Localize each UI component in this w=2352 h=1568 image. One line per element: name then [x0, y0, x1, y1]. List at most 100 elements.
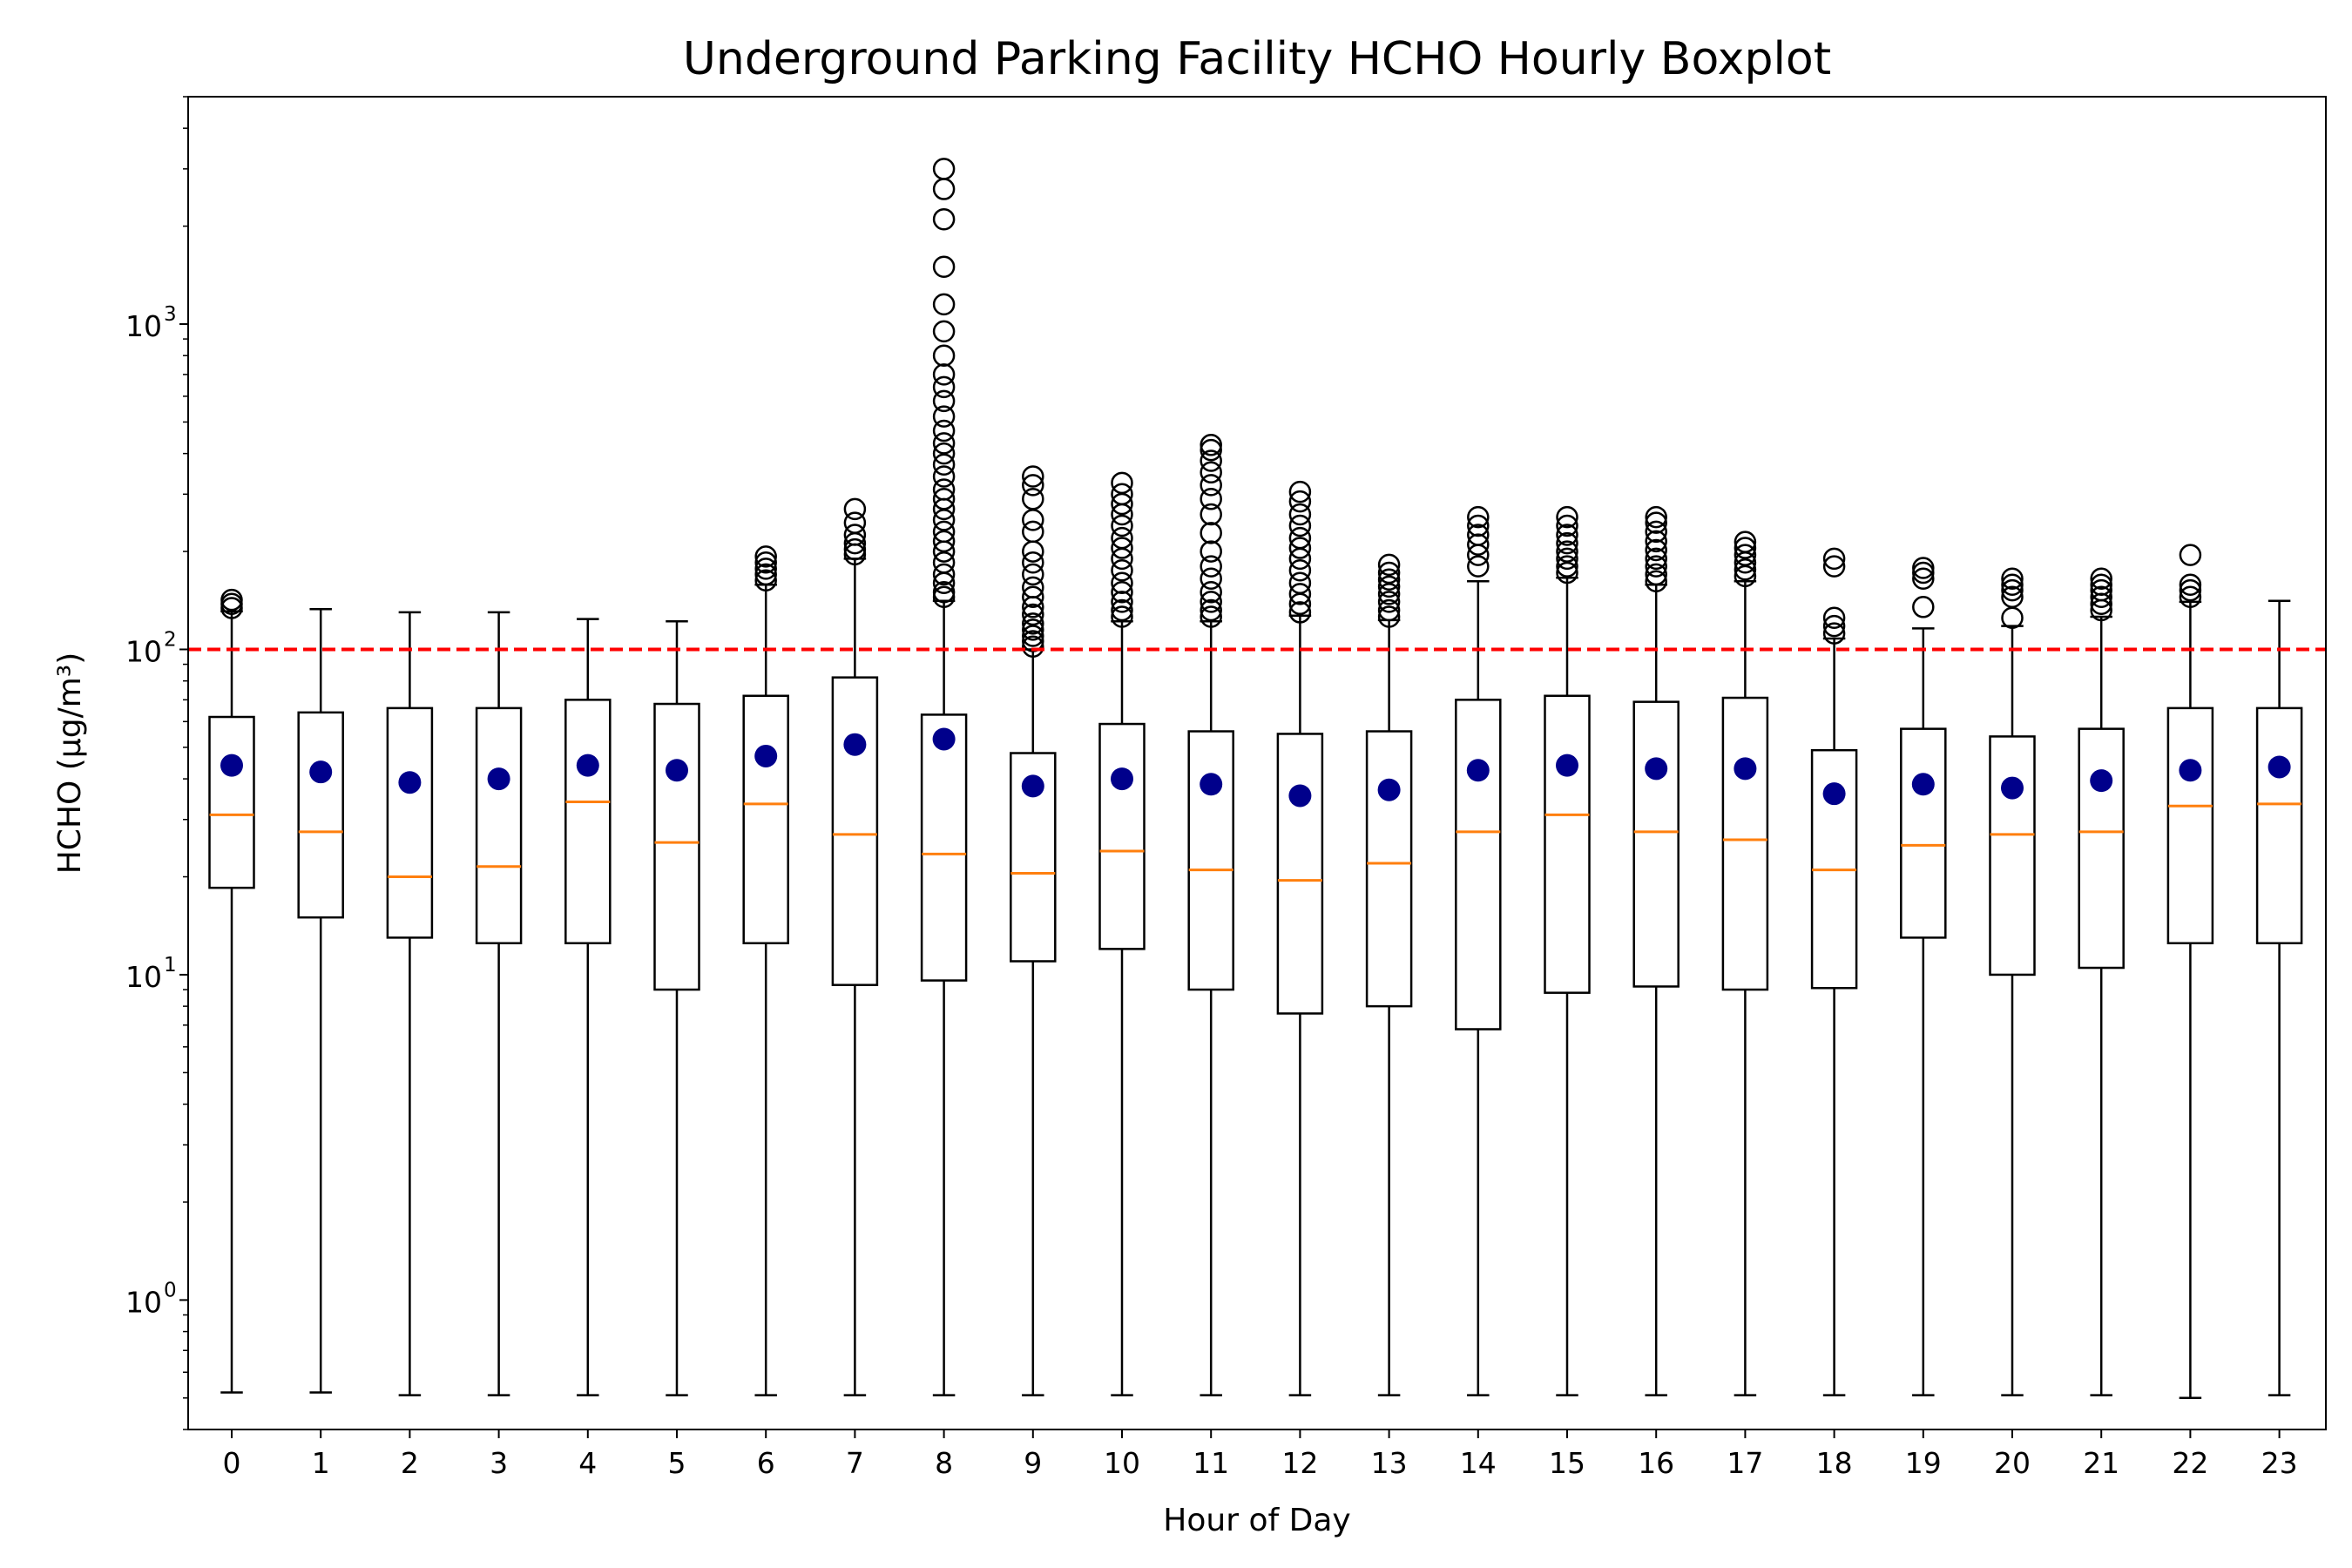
box-hour-22: [2166, 544, 2214, 1400]
outlier-point: [1200, 438, 1222, 462]
outlier-point: [754, 563, 777, 586]
iqr-box: [742, 694, 789, 944]
mean-marker: [2268, 755, 2291, 779]
outlier-point: [1377, 591, 1401, 613]
mean-marker: [666, 759, 688, 782]
outlier-point: [1377, 598, 1401, 622]
outlier-point: [1111, 591, 1133, 613]
outlier-point: [932, 255, 956, 279]
outlier-point: [1200, 503, 1222, 526]
x-tick-label: 22: [2172, 1446, 2208, 1480]
y-axis-label: HCHO (µg/m³): [52, 652, 88, 875]
outlier-point: [1111, 471, 1133, 495]
iqr-box: [475, 706, 523, 944]
outlier-point: [2090, 573, 2112, 597]
outlier-point: [932, 320, 956, 343]
outlier-point: [1822, 622, 1846, 645]
outlier-point: [1200, 461, 1222, 484]
x-tick-label: 9: [1024, 1446, 1042, 1480]
outlier-point: [1734, 544, 1757, 566]
iqr-box: [2255, 706, 2303, 944]
mean-marker: [2001, 776, 2024, 800]
outlier-point: [1022, 551, 1044, 574]
iqr-box: [1098, 722, 1146, 950]
outlier-point: [932, 530, 956, 553]
iqr-box: [297, 711, 344, 919]
box-hour-10: [1098, 471, 1146, 1396]
outlier-point: [932, 389, 956, 413]
outlier-point: [932, 465, 956, 488]
mean-marker: [2090, 769, 2113, 793]
outlier-point: [2179, 578, 2202, 602]
x-tick-label: 7: [846, 1446, 864, 1480]
outlier-point: [1200, 567, 1222, 591]
outlier-point: [1111, 580, 1133, 604]
outlier-point: [1822, 614, 1846, 638]
y-tick-label: 10: [125, 309, 162, 343]
outlier-point: [1288, 601, 1312, 624]
x-tick-label: 5: [668, 1446, 686, 1480]
outlier-point: [1022, 465, 1044, 488]
x-tick-label: 3: [490, 1446, 508, 1480]
outlier-point: [2001, 585, 2024, 608]
outlier-point: [1022, 618, 1044, 641]
outlier-point: [1022, 630, 1044, 652]
mean-marker: [309, 760, 333, 784]
box-hour-21: [2078, 567, 2125, 1396]
outlier-point: [932, 551, 956, 574]
outlier-point: [1288, 514, 1312, 537]
x-tick-label: 23: [2261, 1446, 2298, 1480]
outlier-point: [1467, 555, 1490, 578]
mean-marker: [487, 767, 510, 791]
box-hour-14: [1455, 505, 1502, 1396]
outlier-point: [932, 375, 956, 399]
outlier-point: [1467, 533, 1490, 556]
x-tick-label: 8: [935, 1446, 953, 1480]
mean-marker: [1021, 774, 1044, 798]
outlier-point: [1912, 557, 1935, 579]
mean-marker: [1911, 773, 1935, 796]
outlier-point: [1288, 526, 1312, 550]
outlier-point: [1022, 625, 1044, 647]
outlier-point: [932, 520, 956, 544]
box-hour-7: [831, 497, 879, 1396]
outlier-point: [932, 363, 956, 386]
outlier-point: [1111, 598, 1133, 622]
iqr-box: [1900, 727, 1947, 939]
outlier-point: [1111, 537, 1133, 559]
outlier-point: [932, 478, 956, 501]
mean-marker: [1377, 778, 1401, 801]
outlier-point: [1111, 558, 1133, 582]
axes: 0 1 2 3 4 5 6 7 8 9 10 11 12 13 14 15 16 17 18 19 20 21 22 2310…: [125, 96, 2298, 1480]
box-hour-5: [653, 619, 700, 1396]
outlier-point: [2179, 573, 2202, 597]
x-tick-label: 6: [757, 1446, 775, 1480]
outlier-point: [1556, 514, 1578, 537]
plot-area: [188, 158, 2326, 1400]
outlier-point: [1111, 605, 1133, 628]
iqr-box: [1544, 694, 1591, 994]
outlier-point: [220, 588, 243, 612]
outlier-point: [754, 569, 777, 591]
outlier-point: [1200, 598, 1222, 622]
mean-marker: [2179, 759, 2202, 782]
mean-marker: [398, 771, 422, 794]
mean-marker: [1288, 784, 1312, 808]
outlier-point: [1200, 555, 1222, 578]
iqr-box: [1276, 733, 1324, 1015]
x-tick-label: 21: [2083, 1446, 2119, 1480]
outlier-point: [1377, 605, 1401, 628]
outlier-point: [1200, 591, 1222, 613]
x-tick-label: 14: [1460, 1446, 1497, 1480]
outlier-point: [1822, 606, 1846, 630]
mean-marker: [1822, 782, 1846, 806]
x-tick-label: 17: [1727, 1446, 1763, 1480]
outlier-point: [1022, 520, 1044, 544]
chart-title: Underground Parking Facility HCHO Hourly…: [683, 33, 1831, 85]
outlier-point: [1288, 490, 1312, 513]
outlier-point: [932, 580, 956, 604]
outlier-point: [1022, 635, 1044, 659]
outlier-point: [1022, 563, 1044, 586]
x-axis-label: Hour of Day: [1163, 1503, 1350, 1538]
outlier-point: [1556, 555, 1578, 578]
